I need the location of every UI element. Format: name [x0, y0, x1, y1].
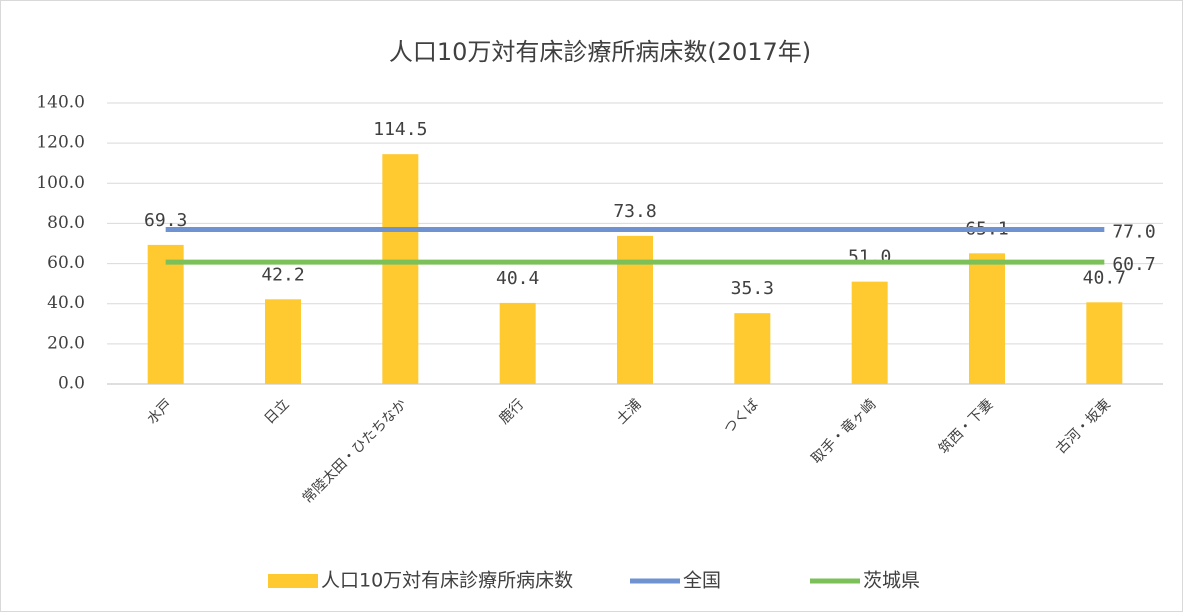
- data-label: 73.8: [613, 201, 656, 222]
- legend-label: 全国: [683, 570, 721, 592]
- bar: [499, 302, 536, 384]
- y-tick-label: 140.0: [36, 93, 85, 113]
- legend-swatch: [268, 574, 318, 588]
- data-label: 69.3: [144, 210, 187, 231]
- bar: [851, 281, 888, 384]
- y-tick-label: 80.0: [47, 213, 85, 233]
- y-tick-label: 20.0: [47, 333, 85, 353]
- data-label: 77.0: [1112, 221, 1155, 242]
- bar: [969, 253, 1005, 384]
- y-tick-label: 60.0: [47, 253, 85, 273]
- bar: [1086, 302, 1123, 384]
- data-label: 40.7: [1083, 267, 1126, 288]
- y-tick-label: 100.0: [36, 173, 85, 193]
- data-label: 40.4: [496, 268, 539, 289]
- bar: [147, 244, 184, 384]
- data-label: 60.7: [1112, 254, 1155, 275]
- data-label: 42.2: [261, 264, 304, 285]
- bar: [265, 299, 301, 384]
- y-tick-label: 0.0: [58, 374, 85, 394]
- bar: [382, 154, 419, 384]
- data-label: 35.3: [731, 278, 774, 299]
- legend-label: 茨城県: [863, 570, 920, 592]
- legend-label: 人口10万対有床診療所病床数: [321, 570, 573, 592]
- chart-title: 人口10万対有床診療所病床数(2017年): [389, 38, 811, 66]
- y-tick-label: 40.0: [47, 293, 85, 313]
- data-label: 114.5: [373, 119, 427, 140]
- y-tick-label: 120.0: [36, 133, 85, 153]
- bar: [734, 313, 771, 384]
- bar: [617, 235, 653, 384]
